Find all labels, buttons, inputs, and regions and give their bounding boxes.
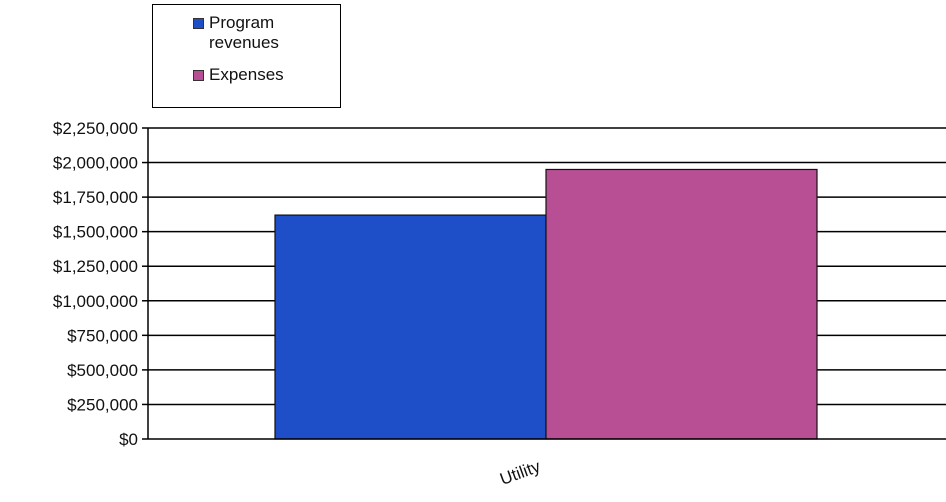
bars	[274, 168, 818, 440]
y-tick-label: $1,500,000	[53, 223, 138, 242]
legend-label-program-revenues-line1: Program	[209, 13, 275, 32]
legend-swatch-program-revenues	[193, 18, 204, 29]
y-tick-label: $2,000,000	[53, 154, 138, 173]
legend-item-expenses: Expenses	[193, 65, 284, 85]
legend-label-expenses: Expenses	[209, 65, 284, 84]
y-tick-label: $0	[119, 430, 138, 449]
y-tick-label: $2,250,000	[53, 119, 138, 138]
legend-label-program-revenues-line2: revenues	[209, 33, 279, 52]
bar-program-revenues	[274, 214, 547, 440]
x-category-label: Utility	[497, 457, 543, 489]
legend: Program revenues Expenses	[152, 4, 341, 108]
legend-item-program-revenues: Program revenues	[193, 13, 279, 53]
legend-swatch-expenses	[193, 70, 204, 81]
y-tick-label: $1,250,000	[53, 257, 138, 276]
y-tick-label: $750,000	[67, 326, 138, 345]
y-tick-label: $250,000	[67, 395, 138, 414]
y-tick-label: $1,000,000	[53, 292, 138, 311]
bar-expenses	[545, 168, 818, 440]
y-tick-label: $500,000	[67, 361, 138, 380]
y-axis-ticks: $0 $250,000 $500,000 $750,000 $1,000,000 $1,2…	[53, 119, 148, 449]
y-tick-label: $1,750,000	[53, 188, 138, 207]
